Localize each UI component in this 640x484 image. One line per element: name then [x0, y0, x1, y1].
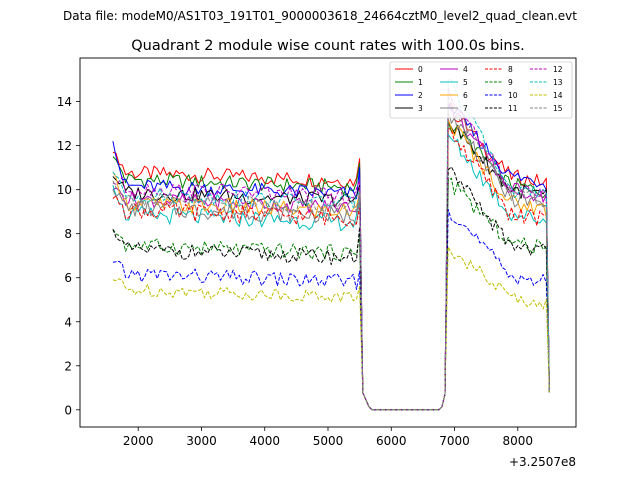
legend-label-9: 9 [508, 78, 513, 87]
legend-label-8: 8 [508, 65, 513, 74]
x-tick-label: 2000 [123, 434, 154, 448]
series-line-5 [112, 134, 550, 411]
series-line-14 [112, 246, 550, 411]
legend-label-4: 4 [463, 65, 468, 74]
legend-label-1: 1 [418, 78, 423, 87]
series-line-0 [112, 102, 550, 411]
legend-label-14: 14 [553, 91, 563, 100]
y-tick-label: 10 [57, 183, 72, 197]
x-tick-label: 3000 [186, 434, 217, 448]
x-tick-label: 5000 [313, 434, 344, 448]
x-axis: 2000 3000 4000 5000 6000 7000 8000 [123, 427, 533, 448]
legend-label-6: 6 [463, 91, 468, 100]
y-tick-label: 4 [64, 315, 72, 329]
legend-label-11: 11 [508, 104, 518, 113]
y-tick-label: 0 [64, 403, 72, 417]
legend-label-10: 10 [508, 91, 518, 100]
series-line-10 [112, 209, 550, 411]
y-tick-label: 6 [64, 271, 72, 285]
series-line-7 [112, 109, 550, 411]
y-axis: 0 2 4 6 8 10 12 14 [57, 95, 80, 417]
series-line-15 [112, 96, 550, 411]
x-axis-offset-label: +3.2507e8 [509, 455, 576, 469]
y-tick-label: 12 [57, 139, 72, 153]
x-tick-label: 8000 [503, 434, 534, 448]
plot-area: 2000 3000 4000 5000 6000 7000 8000 02468101214… [57, 57, 577, 469]
series-line-6 [112, 118, 550, 411]
legend-label-2: 2 [418, 91, 423, 100]
y-tick-label: 8 [64, 227, 72, 241]
legend-label-3: 3 [418, 104, 423, 113]
x-tick-label: 4000 [249, 434, 280, 448]
chart-title: Quadrant 2 module wise count rates with … [131, 38, 525, 54]
legend-label-7: 7 [463, 104, 468, 113]
series-line-12 [112, 87, 550, 411]
x-tick-label: 7000 [439, 434, 470, 448]
series-line-11 [112, 166, 550, 411]
legend-label-0: 0 [418, 65, 423, 74]
x-tick-label: 6000 [376, 434, 407, 448]
legend-frame [389, 61, 573, 119]
y-tick-label: 14 [57, 95, 72, 109]
series-line-8 [112, 127, 550, 411]
series-layer [112, 79, 550, 411]
chart-suptitle: Data file: modeM0/AS1T03_191T01_90000036… [63, 9, 577, 23]
legend-label-13: 13 [553, 78, 563, 87]
legend-label-5: 5 [463, 78, 468, 87]
series-line-13 [112, 79, 550, 411]
y-tick-label: 2 [64, 359, 72, 373]
legend-label-12: 12 [553, 65, 563, 74]
legend-label-15: 15 [553, 104, 563, 113]
